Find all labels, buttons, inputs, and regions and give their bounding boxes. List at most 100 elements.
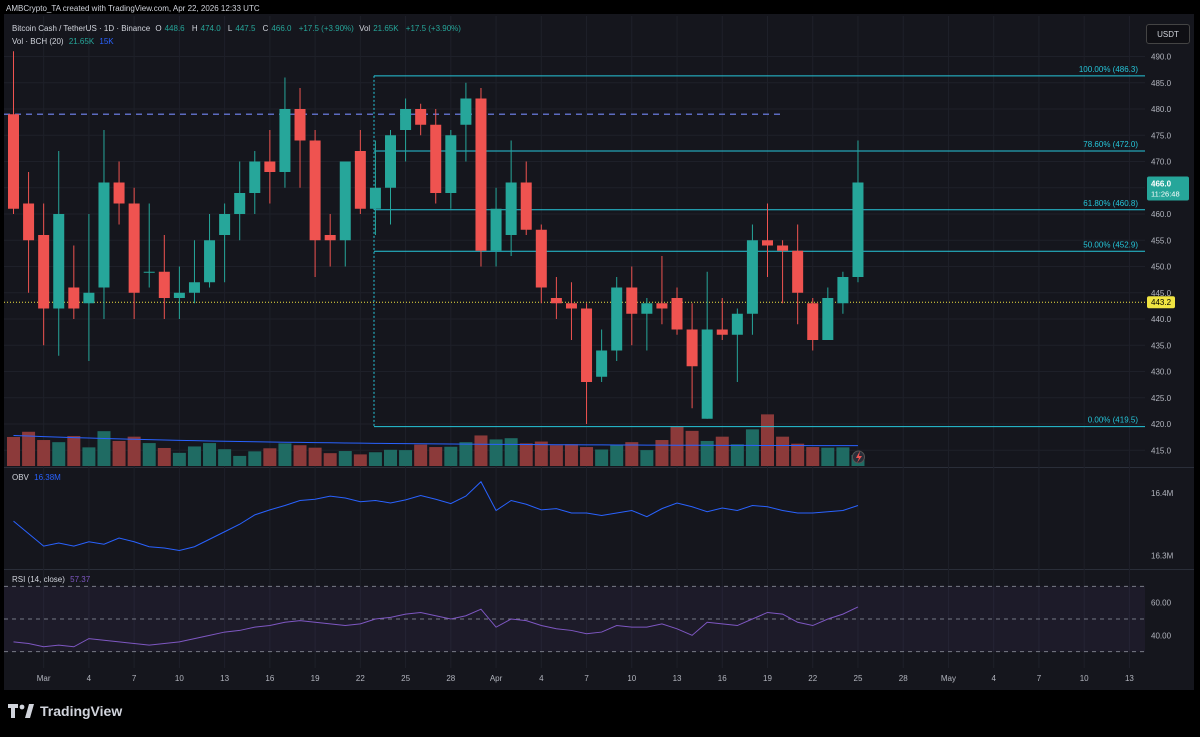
candle-body[interactable] — [581, 308, 593, 383]
candle-body[interactable] — [128, 203, 140, 293]
candle-body[interactable] — [852, 182, 864, 278]
volume-bar — [384, 449, 397, 466]
candle-body[interactable] — [83, 292, 95, 304]
candle-body[interactable] — [626, 287, 638, 314]
candle-body[interactable] — [430, 124, 442, 193]
candle-body[interactable] — [23, 203, 35, 241]
candle-body[interactable] — [309, 140, 321, 241]
candle-body[interactable] — [219, 214, 231, 235]
candle-body[interactable] — [807, 303, 819, 340]
obv-tick-label: 16.4M — [1151, 489, 1174, 498]
candle-body[interactable] — [8, 114, 19, 209]
candle-body[interactable] — [686, 329, 698, 367]
last-price-label: 466.0 — [1151, 180, 1172, 189]
candle-body[interactable] — [701, 329, 713, 419]
candle-body[interactable] — [641, 303, 653, 314]
time-tick-label: 4 — [539, 674, 544, 683]
volume-bar — [821, 447, 835, 466]
volume-bar — [806, 447, 820, 466]
volume-bar — [368, 452, 382, 466]
candle-body[interactable] — [98, 182, 110, 288]
candle-body[interactable] — [143, 271, 155, 273]
candle-body[interactable] — [354, 151, 366, 209]
candle-body[interactable] — [792, 250, 804, 293]
rsi-label[interactable]: RSI (14, close) — [12, 575, 65, 584]
candle-body[interactable] — [505, 182, 517, 236]
candle-body[interactable] — [113, 182, 125, 204]
candle-body[interactable] — [716, 329, 728, 335]
volume-bar — [278, 443, 292, 466]
candle-body[interactable] — [173, 292, 185, 298]
candle-body[interactable] — [837, 277, 849, 304]
time-tick-label: 13 — [220, 674, 229, 683]
obv-label[interactable]: OBV — [12, 473, 29, 482]
candle-body[interactable] — [249, 161, 261, 194]
candle-body[interactable] — [520, 182, 532, 230]
candle-body[interactable] — [264, 161, 276, 173]
candle-body[interactable] — [475, 98, 487, 251]
volume-bar — [836, 447, 850, 466]
volume-bar — [112, 440, 126, 466]
volume-bar — [504, 438, 518, 466]
candle-body[interactable] — [671, 298, 683, 330]
symbol-name[interactable]: Bitcoin Cash / TetherUS · 1D · Binance — [12, 24, 151, 33]
volume-bar — [761, 414, 774, 466]
candle-body[interactable] — [339, 161, 351, 241]
candle-body[interactable] — [68, 287, 80, 309]
candle-body[interactable] — [550, 298, 562, 304]
candle-body[interactable] — [188, 282, 200, 293]
volume-bar — [142, 443, 156, 466]
candle-body[interactable] — [445, 135, 457, 193]
currency-button[interactable]: USDT — [1146, 24, 1190, 44]
candle-body[interactable] — [279, 109, 291, 172]
candle-body[interactable] — [369, 187, 381, 209]
volume-bar — [263, 448, 277, 466]
volume-bar — [715, 436, 729, 466]
fib-level-label: 78.60% (472.0) — [1083, 140, 1138, 149]
time-tick-label: 10 — [1080, 674, 1089, 683]
candle-body[interactable] — [746, 240, 758, 314]
candle-body[interactable] — [158, 271, 170, 298]
volume-bar — [97, 431, 111, 466]
candle-body[interactable] — [415, 109, 427, 125]
brand-name: TradingView — [40, 703, 123, 719]
candle-body[interactable] — [460, 98, 472, 125]
time-tick-label: 19 — [763, 674, 772, 683]
time-tick-label: 4 — [87, 674, 92, 683]
candle-body[interactable] — [490, 208, 502, 251]
volume-bar — [248, 451, 262, 466]
candle-body[interactable] — [762, 240, 773, 246]
candle-body[interactable] — [822, 298, 834, 340]
time-axis-bg — [4, 668, 1145, 690]
candle-body[interactable] — [565, 303, 577, 309]
candle-body[interactable] — [656, 303, 668, 309]
obv-tick-label: 16.3M — [1151, 552, 1174, 561]
candle-body[interactable] — [731, 313, 743, 335]
candle-body[interactable] — [596, 350, 608, 377]
volume-bar — [187, 446, 201, 466]
candle-body[interactable] — [385, 135, 396, 188]
candle-body[interactable] — [38, 235, 50, 309]
candle-body[interactable] — [53, 214, 65, 309]
volume-bar — [399, 450, 413, 466]
candle-body[interactable] — [294, 109, 306, 141]
open-value: 448.6 — [164, 24, 185, 33]
time-tick-label: 13 — [1125, 674, 1134, 683]
price-axis-bg — [1145, 14, 1194, 690]
candle-body[interactable] — [324, 235, 336, 241]
volume-bar — [549, 445, 563, 466]
candle-body[interactable] — [535, 229, 547, 288]
candle-body[interactable] — [234, 193, 246, 214]
volume-bar — [625, 442, 639, 466]
fib-level-label: 61.80% (460.8) — [1083, 199, 1138, 208]
candle-body[interactable] — [611, 287, 623, 351]
candle-body[interactable] — [400, 109, 412, 130]
candle-body[interactable] — [777, 245, 789, 251]
time-tick-label: 19 — [311, 674, 320, 683]
volume-bar — [534, 441, 548, 466]
volume-indicator-name[interactable]: Vol · BCH (20) — [12, 37, 64, 46]
marker-price-label: 443.2 — [1151, 298, 1172, 307]
time-tick-label: Mar — [37, 674, 51, 683]
candle-body[interactable] — [204, 240, 216, 283]
time-tick-label: 25 — [854, 674, 863, 683]
